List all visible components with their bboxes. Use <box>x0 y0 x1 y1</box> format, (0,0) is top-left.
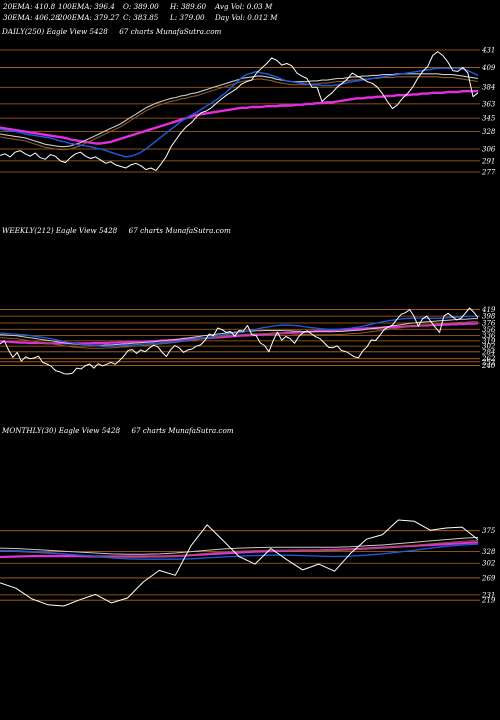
level-label-4: 336 <box>482 332 496 340</box>
stat-day-vol: Day Vol: 0.012 M <box>215 13 278 22</box>
price-line <box>0 307 479 375</box>
level-label-4: 345 <box>482 115 496 123</box>
monthly-title: MONTHLY(30) Eagle View 5428 <box>2 426 121 435</box>
monthly-watermark: 67 charts MunafaSutra.com <box>131 426 234 435</box>
daily-chart: 431 409 384 363 345 328 306 291 277 <box>0 47 496 177</box>
ema_white-line <box>0 73 479 148</box>
level-label-3: 356 <box>482 326 496 334</box>
level-label-5: 328 <box>482 128 496 136</box>
ema_white-shadow-line <box>0 76 479 151</box>
level-label-3: 363 <box>482 100 496 108</box>
stat-100ema: 100EMA: 396.4 <box>58 2 115 11</box>
stat-20ema: 20EMA: 410.8 <box>3 2 56 11</box>
level-label-5: 219 <box>481 597 496 605</box>
level-label-5: 319 <box>482 337 496 345</box>
stat-high: H: 389.60 <box>170 2 207 11</box>
level-label-7: 291 <box>481 157 495 165</box>
level-label-2: 384 <box>482 84 495 92</box>
stat-open: O: 389.00 <box>123 2 159 11</box>
level-label-0: 375 <box>482 527 496 535</box>
level-label-10: 240 <box>481 362 496 370</box>
price-line <box>0 519 479 607</box>
ema_magenta-line <box>0 322 479 345</box>
ema_magenta-line <box>0 90 478 145</box>
monthly-panel-title: MONTHLY(30) Eagle View 5428 67 charts Mu… <box>2 426 234 435</box>
weekly-panel-title: WEEKLY(212) Eagle View 5428 67 charts Mu… <box>2 226 231 235</box>
level-label-0: 431 <box>481 47 495 55</box>
level-label-4: 231 <box>481 591 495 599</box>
daily-panel-title: DAILY(250) Eagle View 5428 67 charts Mun… <box>2 27 221 36</box>
level-label-3: 269 <box>481 574 496 582</box>
weekly-watermark: 67 charts MunafaSutra.com <box>128 226 231 235</box>
stat-close: C: 383.85 <box>123 13 159 22</box>
stat-200ema: 200EMA: 379.27 <box>58 13 120 22</box>
level-label-2: 302 <box>482 560 496 568</box>
ema_white-shadow-line <box>0 321 478 349</box>
level-label-2: 376 <box>482 320 496 328</box>
ema_white-line <box>0 536 479 555</box>
daily-watermark: 67 charts MunafaSutra.com <box>119 27 222 36</box>
stat-30ema: 30EMA: 406.28 <box>3 13 60 22</box>
level-label-6: 306 <box>482 146 496 154</box>
stat-low: L: 379.00 <box>170 13 205 22</box>
level-label-9: 252 <box>481 358 496 366</box>
level-label-8: 277 <box>481 169 496 177</box>
weekly-title: WEEKLY(212) Eagle View 5428 <box>2 226 118 235</box>
level-label-1: 398 <box>482 313 496 321</box>
level-label-1: 328 <box>482 548 496 556</box>
level-label-8: 262 <box>481 355 496 363</box>
stat-avg-vol: Avg Vol: 0.03 M <box>215 2 273 11</box>
indicator-stats: 20EMA: 410.8 100EMA: 396.4 O: 389.00 H: … <box>3 2 303 24</box>
level-label-0: 419 <box>481 306 496 314</box>
price-line <box>0 51 479 171</box>
level-label-1: 409 <box>481 64 496 72</box>
ema_fast-line <box>0 67 479 158</box>
level-label-7: 284 <box>481 348 495 356</box>
ema_blue-line <box>0 315 478 347</box>
daily-title: DAILY(250) Eagle View 5428 <box>2 27 108 36</box>
level-label-6: 302 <box>482 343 496 351</box>
